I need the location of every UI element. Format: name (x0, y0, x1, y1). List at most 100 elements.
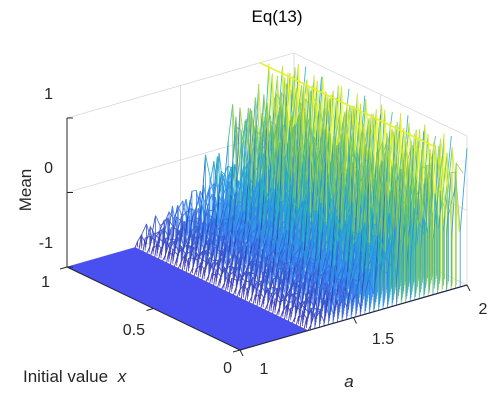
surface-ribbon (342, 286, 349, 315)
surface-ribbon (335, 270, 341, 311)
surface-ribbon (423, 173, 429, 298)
surface-ribbon (344, 255, 350, 308)
surface-ribbon (455, 172, 461, 289)
surface (66, 62, 468, 351)
surface-ribbon (337, 299, 344, 319)
surface-ribbon (286, 304, 292, 319)
surface-ribbon (345, 205, 351, 281)
surface-ribbon (175, 216, 182, 245)
surface-ribbon (315, 311, 321, 326)
surface-ribbon (346, 284, 352, 320)
surface-ribbon (319, 310, 325, 328)
surface-ribbon (355, 265, 362, 314)
surface-ribbon (305, 309, 312, 328)
surface-ribbon (233, 261, 240, 280)
surface-ribbon (141, 223, 147, 246)
surface-ribbon (359, 266, 366, 316)
surface-ribbon (246, 205, 252, 258)
surface-ribbon (256, 280, 262, 294)
surface-ribbon (207, 262, 214, 281)
surface-ribbon (348, 255, 355, 307)
surface-ribbon (149, 225, 156, 247)
surface-ribbon (172, 237, 179, 261)
surface-ribbon (396, 179, 403, 302)
surface-ribbon (420, 178, 426, 293)
surface-ribbon (211, 240, 217, 262)
surface-ribbon (188, 246, 195, 269)
surface-ribbon (294, 302, 300, 323)
surface-ribbon (369, 249, 375, 310)
surface-ribbon (401, 214, 407, 301)
surface-ribbon (188, 257, 193, 272)
surface-peak-edge (259, 62, 434, 147)
surface-ribbon (280, 278, 287, 302)
surface-ribbon (204, 257, 210, 276)
surface-ribbon (274, 297, 280, 313)
surface-ribbon (366, 241, 372, 305)
surface-ribbon (337, 294, 343, 323)
surface-ribbon (240, 270, 247, 287)
surface-ribbon (371, 236, 377, 301)
surface-ribbon (208, 183, 214, 233)
surface-ribbon (226, 218, 232, 249)
surface-ribbon (411, 182, 417, 295)
surface-ribbon (242, 245, 249, 277)
surface-ribbon (254, 262, 260, 283)
surface-ribbon (275, 286, 281, 310)
surface-ribbon (296, 281, 303, 310)
x-tick-mark (232, 349, 241, 353)
surface-ribbon (419, 168, 425, 296)
surface-ribbon (399, 196, 406, 286)
surface-ribbon (215, 268, 221, 285)
surface-ribbon (221, 186, 227, 232)
surface-ribbon (160, 240, 166, 259)
surface-ribbon (220, 170, 226, 235)
surface-ribbon (368, 280, 375, 313)
surface-ribbon (287, 251, 293, 292)
surface-ribbon (237, 201, 243, 240)
surface-ribbon (298, 201, 305, 276)
surface-ribbon (311, 307, 317, 324)
surface-ribbon (305, 235, 311, 286)
surface-ribbon (414, 168, 421, 297)
surface-ribbon (310, 266, 317, 303)
surface-ribbon (342, 272, 348, 318)
surface-ribbon (251, 206, 257, 254)
surface-ribbon (239, 272, 246, 293)
surface-ribbon (196, 252, 202, 272)
surface-ribbon (283, 293, 289, 311)
surface-ribbon (225, 259, 231, 279)
surface-ribbon (275, 288, 282, 307)
surface-ribbon (299, 301, 305, 318)
surface-ribbon (384, 236, 390, 300)
z-tick-label: -1 (39, 235, 53, 252)
surface-ribbon (437, 156, 443, 294)
surface-ribbon (262, 288, 269, 308)
surface-ribbon (329, 150, 336, 270)
surface-ribbon (199, 223, 205, 256)
surface-ribbon (277, 227, 284, 273)
surface-ribbon (255, 178, 261, 256)
surface-ribbon (224, 267, 230, 286)
surface-ribbon (153, 231, 160, 248)
x-tick-label: 0.5 (123, 322, 145, 339)
surface-ribbon (258, 288, 265, 306)
surface-ribbon (224, 181, 230, 240)
y-tick-label: 1 (260, 361, 269, 378)
surface-ribbon (220, 226, 226, 260)
surface-ribbon (240, 273, 246, 290)
surface-ribbon (446, 152, 453, 288)
surface-ribbon (388, 177, 395, 299)
surface-ribbon (424, 219, 430, 295)
surface-ribbon (286, 293, 293, 316)
surface-ribbon (273, 268, 280, 296)
surface-ribbon (262, 255, 268, 287)
surface-ribbon (392, 179, 398, 304)
surface-ribbon (382, 269, 388, 310)
surface-ribbon (455, 161, 464, 286)
surface-ribbon (205, 212, 211, 249)
surface-ribbon (271, 205, 278, 260)
surface-ribbon (350, 225, 356, 298)
surface-ribbon (302, 299, 309, 323)
surface-ribbon (295, 261, 301, 295)
